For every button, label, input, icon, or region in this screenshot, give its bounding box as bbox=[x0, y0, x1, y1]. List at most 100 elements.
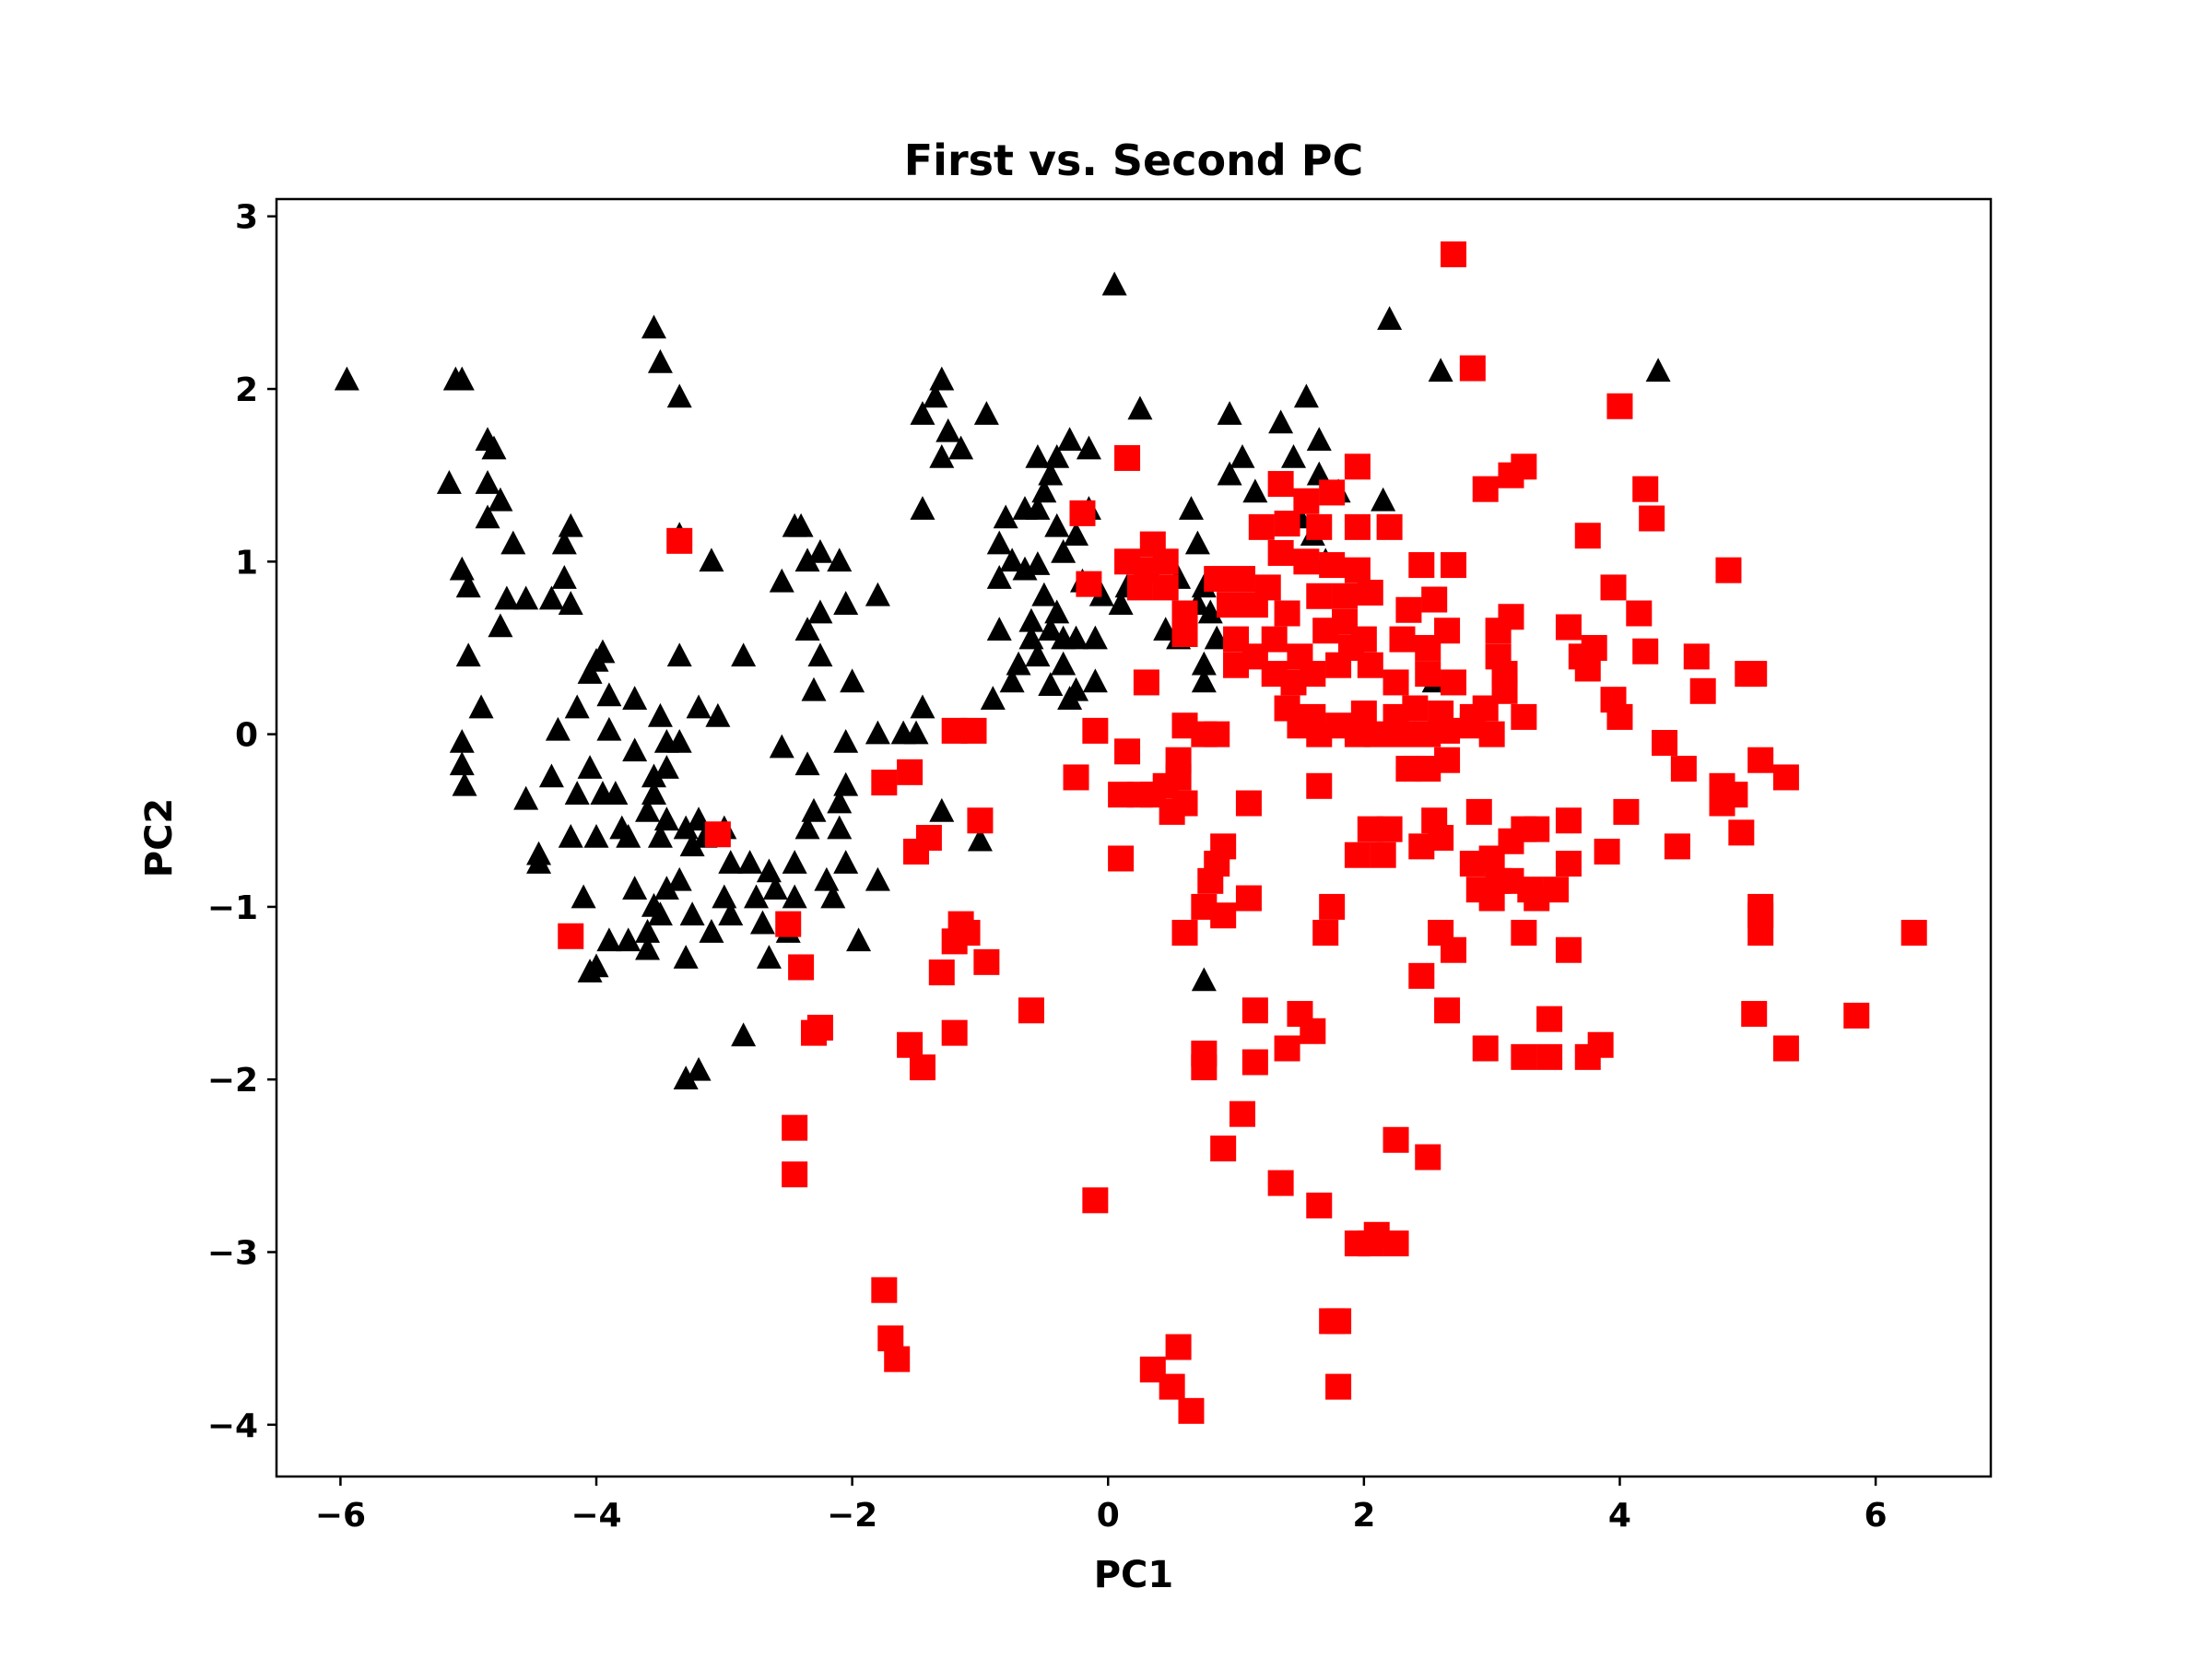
square-point bbox=[1235, 790, 1262, 817]
square-point bbox=[1171, 620, 1198, 647]
square-point bbox=[1613, 798, 1640, 825]
triangle-point bbox=[1101, 271, 1127, 296]
square-point bbox=[1204, 566, 1230, 593]
triangle-point bbox=[782, 850, 807, 874]
triangle-point bbox=[762, 876, 788, 900]
square-point bbox=[1197, 867, 1224, 894]
square-point bbox=[1498, 462, 1524, 488]
square-point bbox=[775, 911, 802, 937]
square-point bbox=[1165, 1334, 1192, 1360]
triangle-point bbox=[1025, 496, 1051, 520]
x-tick-label: −2 bbox=[827, 1497, 877, 1535]
triangle-point bbox=[673, 1065, 699, 1090]
triangle-point bbox=[1242, 478, 1268, 503]
square-point bbox=[1472, 1035, 1499, 1062]
square-point bbox=[1376, 513, 1403, 540]
y-tick-label: 0 bbox=[235, 717, 258, 755]
square-point bbox=[1076, 571, 1102, 597]
triangle-point bbox=[1057, 427, 1083, 452]
triangle-point bbox=[1306, 461, 1332, 486]
triangle-point bbox=[794, 547, 820, 572]
square-point bbox=[1689, 677, 1716, 704]
square-point bbox=[1574, 655, 1601, 682]
triangle-point bbox=[564, 781, 590, 805]
triangle-point bbox=[449, 751, 475, 776]
triangle-point bbox=[737, 850, 763, 874]
triangle-point bbox=[1281, 443, 1307, 468]
triangle-point bbox=[1038, 461, 1064, 486]
square-point bbox=[788, 954, 815, 981]
triangle-point bbox=[666, 642, 692, 667]
square-point bbox=[1235, 885, 1262, 912]
triangle-point bbox=[686, 694, 712, 719]
square-point bbox=[1114, 444, 1141, 471]
square-point bbox=[1465, 798, 1492, 825]
triangle-point bbox=[622, 686, 648, 710]
square-point bbox=[1600, 574, 1627, 601]
triangle-point bbox=[903, 720, 929, 745]
triangle-point bbox=[653, 876, 679, 900]
square-point bbox=[1511, 920, 1537, 947]
square-point bbox=[1241, 1049, 1268, 1076]
square-point bbox=[1652, 729, 1678, 756]
triangle-point bbox=[929, 366, 955, 391]
triangle-point bbox=[513, 585, 539, 610]
square-point bbox=[1204, 721, 1230, 747]
triangle-point bbox=[1178, 496, 1204, 520]
triangle-point bbox=[1191, 651, 1217, 676]
square-point bbox=[1344, 841, 1371, 868]
square-point bbox=[1191, 1054, 1218, 1081]
triangle-point bbox=[1064, 522, 1089, 547]
square-point bbox=[1639, 505, 1665, 532]
triangle-point bbox=[929, 797, 955, 822]
triangle-point bbox=[475, 470, 500, 494]
square-point bbox=[1900, 920, 1927, 947]
triangle-point bbox=[1044, 512, 1070, 537]
triangle-point bbox=[500, 530, 526, 555]
square-point bbox=[1408, 962, 1435, 989]
triangle-point bbox=[1038, 672, 1064, 696]
square-point bbox=[1741, 661, 1768, 688]
square-point bbox=[1357, 816, 1383, 842]
triangle-point bbox=[488, 487, 513, 512]
triangle-point bbox=[1051, 538, 1077, 563]
triangle-point bbox=[820, 884, 846, 909]
triangle-point bbox=[1031, 582, 1057, 606]
square-point bbox=[704, 821, 731, 848]
triangle-point bbox=[1153, 617, 1179, 641]
triangle-point bbox=[827, 815, 853, 840]
square-point bbox=[782, 1161, 808, 1188]
triangle-point bbox=[993, 504, 1018, 529]
axis-ticks: −6 −4 −2 0 2 4 6 −4 −3 −2 −1 0 1 2 3 bbox=[207, 199, 1888, 1535]
triangle-point bbox=[840, 668, 865, 693]
square-point bbox=[1683, 643, 1710, 670]
triangle-point bbox=[1076, 435, 1101, 460]
square-point bbox=[666, 527, 693, 554]
square-point bbox=[1063, 764, 1089, 791]
square-point bbox=[1421, 586, 1448, 613]
triangle-point bbox=[666, 866, 692, 891]
square-point bbox=[1126, 574, 1153, 601]
triangle-point bbox=[1018, 607, 1044, 632]
square-point bbox=[1344, 513, 1371, 540]
square-point bbox=[941, 1019, 968, 1046]
square-point bbox=[1594, 838, 1620, 865]
triangle-point bbox=[622, 737, 648, 762]
square-point bbox=[1108, 782, 1135, 808]
triangle-point bbox=[1082, 625, 1108, 650]
x-tick-label: 0 bbox=[1097, 1497, 1120, 1535]
triangle-point bbox=[744, 884, 770, 909]
triangle-point bbox=[699, 919, 724, 943]
square-point bbox=[884, 1346, 911, 1372]
triangle-point bbox=[647, 824, 673, 848]
square-point bbox=[1319, 479, 1346, 506]
square-point bbox=[1747, 902, 1774, 929]
square-point bbox=[1306, 582, 1333, 609]
triangle-point bbox=[1025, 443, 1051, 468]
square-point bbox=[960, 717, 987, 744]
triangle-point bbox=[641, 314, 666, 339]
square-point bbox=[1229, 1100, 1255, 1127]
triangle-point bbox=[1127, 395, 1153, 420]
square-point bbox=[1722, 782, 1748, 808]
y-tick-label: 1 bbox=[235, 544, 258, 582]
